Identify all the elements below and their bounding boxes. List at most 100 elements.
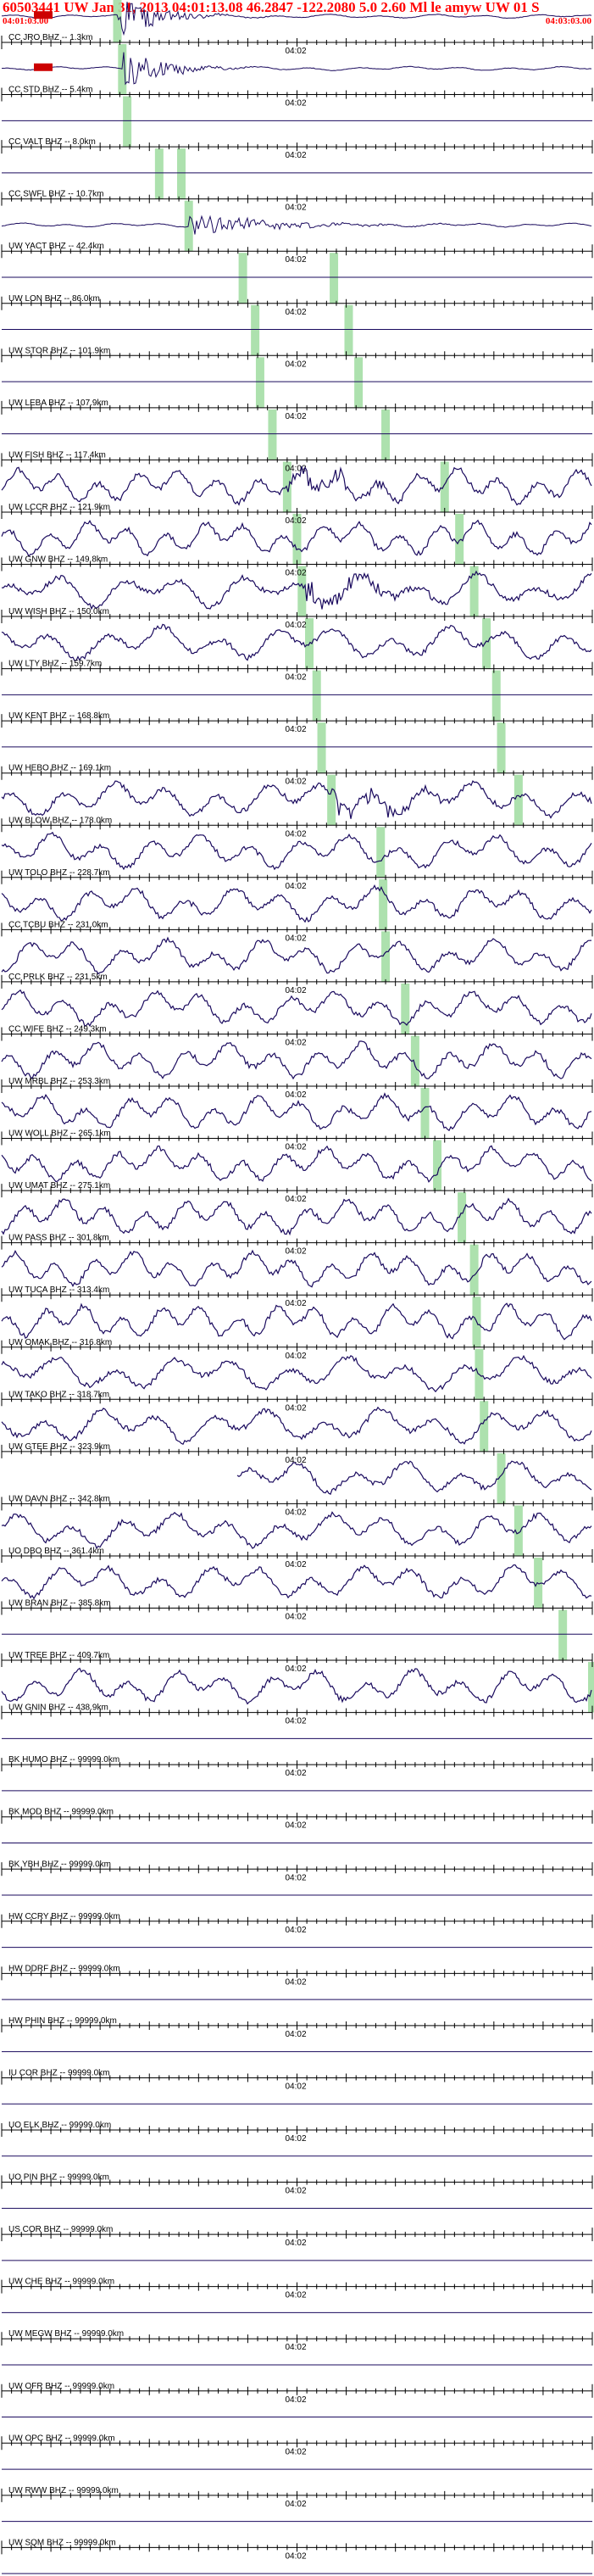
clip-marker: [34, 63, 53, 71]
station-row: 04:02 UW LEBA BHZ -- 107.9km: [1, 381, 593, 421]
station-label: UW LTY BHZ -- 159.7km: [8, 660, 102, 669]
station-row: 04:02 UW LTY BHZ -- 159.7km: [1, 623, 593, 683]
clip-marker: [34, 11, 53, 20]
time-tick-label: 04:02: [286, 1664, 307, 1674]
time-tick-label: 04:02: [286, 99, 307, 109]
time-tick-label: 04:02: [286, 1403, 307, 1413]
station-row: 04:02 UW TREE BHZ -- 409.7km: [1, 1633, 593, 1674]
phase-pick-marker: [184, 200, 193, 252]
phase-pick-marker: [558, 1609, 568, 1661]
trace-waveform: [1, 215, 592, 235]
station-label: UW LON BHZ -- 86.0km: [8, 294, 100, 304]
station-label: UW PASS BHZ -- 301.8km: [8, 1234, 109, 1243]
station-label: UW RWW BHZ -- 99999.0km: [8, 2486, 119, 2495]
station-label: CC SWFL BHZ -- 10.7km: [8, 190, 103, 199]
phase-pick-marker: [113, 0, 122, 42]
time-tick-label: 04:02: [286, 1090, 307, 1100]
station-label: UW STOR BHZ -- 101.9km: [8, 346, 110, 355]
time-tick-label: 04:02: [286, 360, 307, 369]
station-row: 04:02 UW STOR BHZ -- 101.9km: [1, 329, 593, 369]
time-tick-label: 04:02: [286, 986, 307, 995]
time-tick-label: 04:02: [286, 204, 307, 213]
phase-pick-marker: [469, 566, 479, 617]
station-label: UW UMAT BHZ -- 275.1km: [8, 1181, 110, 1190]
station-row: 04:02 CC VALT BHZ -- 8.0km: [1, 120, 593, 160]
station-row: 04:02 UO ELK BHZ -- 99999.0km: [1, 2103, 593, 2144]
phase-pick-marker: [282, 461, 291, 512]
phase-pick-marker: [177, 148, 186, 199]
trace-waveform: [1, 1354, 592, 1393]
station-label: US COR BHZ -- 99999.0km: [8, 2225, 113, 2234]
pick-layer: [113, 0, 594, 1713]
phase-pick-marker: [255, 357, 264, 408]
time-tick-label: 04:02: [286, 1352, 307, 1361]
phase-pick-marker: [514, 774, 523, 826]
station-label: CC TCBU BHZ -- 231.0km: [8, 920, 108, 929]
station-row: 04:02 UW OFR BHZ -- 99999.0km: [1, 2364, 593, 2405]
station-label: UW CHE BHZ -- 99999.0km: [8, 2278, 114, 2287]
time-tick-label: 04:02: [286, 2447, 307, 2456]
station-label: UW LEBA BHZ -- 107.9km: [8, 399, 108, 408]
phase-pick-marker: [251, 304, 260, 356]
station-label: UW SQM BHZ -- 99999.0km: [8, 2538, 116, 2547]
time-tick-label: 04:02: [286, 725, 307, 734]
station-row: 04:02 UW KENT BHZ -- 168.8km: [1, 694, 593, 734]
station-row: 04:02 UW YACT BHZ -- 42.4km: [1, 215, 593, 265]
station-row: 04:02 UW TAKO BHZ -- 318.7km: [1, 1354, 593, 1413]
time-tick-label: 04:02: [286, 778, 307, 787]
station-row: 04:02 UW BLOW BHZ -- 178.0km: [1, 780, 593, 839]
phase-pick-marker: [317, 722, 326, 773]
station-label: UW WISH BHZ -- 150.0km: [8, 607, 109, 616]
time-tick-label: 04:02: [286, 2082, 307, 2091]
time-tick-label: 04:02: [286, 2551, 307, 2561]
time-tick-label: 04:02: [286, 2291, 307, 2300]
time-tick-label: 04:02: [286, 151, 307, 160]
trace-waveform: [1, 831, 592, 871]
trace-waveform: [1, 1511, 592, 1549]
station-row: 04:02 HW CCRY BHZ -- 99999.0km: [1, 1894, 593, 1935]
station-label: UO DBO BHZ -- 361.4km: [8, 1547, 104, 1556]
time-tick-label: 04:02: [286, 308, 307, 317]
phase-pick-marker: [458, 1192, 467, 1243]
station-label: UW FISH BHZ -- 117.4km: [8, 450, 106, 460]
station-label: BK YBH BHZ -- 99999.0km: [8, 1860, 111, 1869]
station-row: 04:02 CC JRO BHZ -- 1.3km: [1, 2, 593, 56]
phase-pick-marker: [268, 409, 277, 460]
time-tick-label: 04:02: [286, 1613, 307, 1622]
phase-pick-marker: [344, 304, 353, 356]
station-label: UW OPC BHZ -- 99999.0km: [8, 2434, 115, 2443]
station-row: 04:02 UO PIN BHZ -- 99999.0km: [1, 2155, 593, 2196]
trace-waveform: [1, 466, 592, 506]
time-tick-label: 04:02: [286, 1143, 307, 1152]
station-row: 04:02 CC STD BHZ -- 5.4km: [1, 52, 593, 109]
time-tick-label: 04:02: [286, 47, 307, 56]
station-label: CC WIFE BHZ -- 249.3km: [8, 1024, 107, 1034]
station-row: 04:02 UW GTEE BHZ -- 323.9km: [1, 1406, 593, 1465]
station-label: BK MOD BHZ -- 99999.0km: [8, 1808, 114, 1817]
station-row: 04:02 UW MRBL BHZ -- 253.3km: [1, 1040, 593, 1100]
trace-waveform: [1, 1667, 592, 1705]
window-end-time: 04:03:03.00: [545, 16, 591, 26]
time-tick-label: 04:02: [286, 882, 307, 891]
time-tick-label: 04:02: [286, 1195, 307, 1204]
station-row: 04:02 UW WOLL BHZ -- 265.1km: [1, 1092, 593, 1152]
phase-pick-marker: [238, 253, 247, 304]
trace-waveform: [2, 570, 592, 611]
station-row: 04:02 UW RWW BHZ -- 99999.0km: [1, 2468, 593, 2509]
station-row: 04:02 HW PHIN BHZ -- 99999.0km: [1, 1999, 593, 2039]
time-tick-label: 04:02: [286, 1977, 307, 1987]
station-row: 04:02 UW SQM BHZ -- 99999.0km: [1, 2521, 593, 2561]
station-label: UW WOLL BHZ -- 265.1km: [8, 1129, 111, 1139]
time-tick-label: 04:02: [286, 569, 307, 578]
phase-pick-marker: [455, 513, 464, 565]
phase-pick-marker: [312, 670, 321, 722]
station-label: UW OFR BHZ -- 99999.0km: [8, 2382, 114, 2391]
time-tick-label: 04:02: [286, 2030, 307, 2039]
station-row: 04:02 UW PASS BHZ -- 301.8km: [1, 1197, 593, 1257]
time-tick-label: 04:02: [286, 829, 307, 839]
station-label: CC PRLK BHZ -- 231.5km: [8, 973, 108, 982]
station-label: UW TOLO BHZ -- 228.7km: [8, 868, 110, 878]
phase-pick-marker: [433, 1140, 442, 1191]
phase-pick-marker: [376, 827, 386, 878]
